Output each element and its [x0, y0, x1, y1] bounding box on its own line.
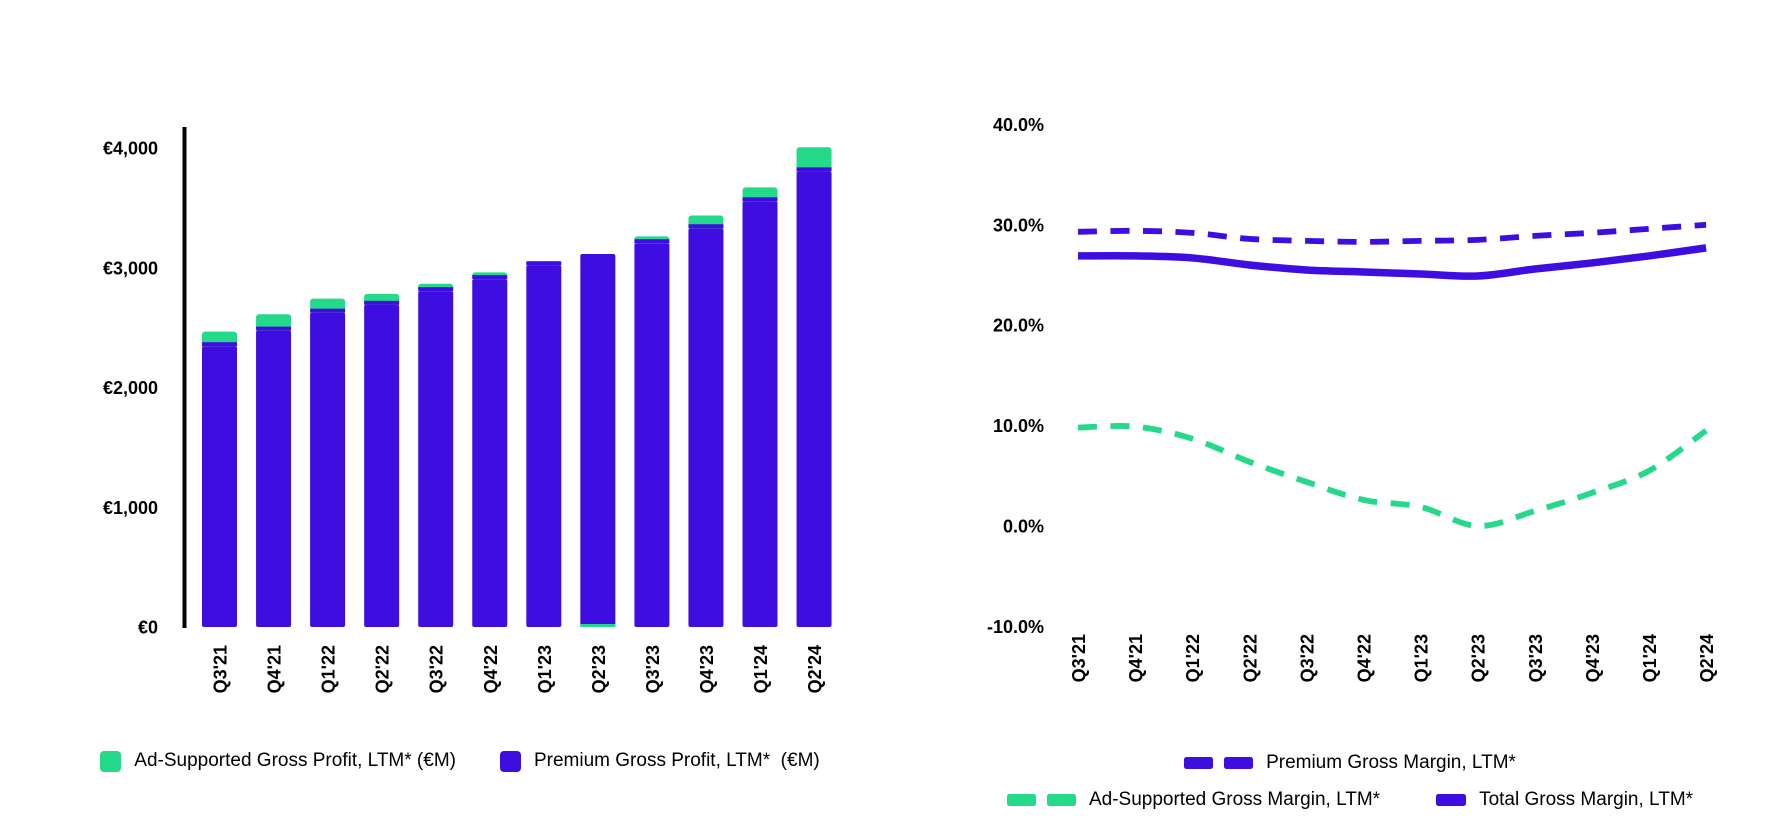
bar-segment-premium: [364, 304, 400, 627]
legend-label-total-gross-margin: Total Gross Margin, LTM*: [1479, 789, 1694, 810]
left-x-tick-label: Q3'22: [427, 645, 447, 693]
left-x-tick-label: Q1'23: [535, 645, 555, 693]
bar-segment-premium: [526, 265, 562, 627]
right-x-tick-label: Q4'21: [1126, 634, 1146, 682]
legend-item-premium-gross-margin: Premium Gross Margin, LTM*: [1184, 751, 1516, 775]
bar-segment-premium-top: [688, 224, 724, 229]
right-x-tick-label: Q1'22: [1183, 634, 1203, 682]
right-x-tick-label: Q4'23: [1583, 634, 1603, 682]
left-x-tick-label: Q1'22: [319, 645, 339, 693]
legend-row-premium-margin: Premium Gross Margin, LTM*: [930, 751, 1770, 775]
bar-segment-premium: [634, 243, 670, 628]
bar-segment-premium-top: [256, 326, 292, 331]
legend-label-ad-supported-gross-margin: Ad-Supported Gross Margin, LTM*: [1088, 789, 1381, 810]
bar-segment-premium: [688, 228, 724, 628]
right-x-tick-label: Q1'23: [1412, 634, 1432, 682]
legend-row-ad-and-total-margin: Ad-Supported Gross Margin, LTM* Total Gr…: [930, 788, 1770, 812]
bar-segment-premium: [742, 201, 778, 627]
legend-label-premium-gross-margin: Premium Gross Margin, LTM*: [1266, 752, 1516, 773]
legend-item-premium-gross-profit: Premium Gross Profit, LTM* (€M): [499, 749, 820, 773]
legend-item-ad-supported-gross-margin: Ad-Supported Gross Margin, LTM*: [1006, 788, 1381, 812]
left-y-tick-label: €1,000: [103, 498, 158, 518]
bar-segment-premium-top: [202, 342, 237, 347]
legend-item-ad-supported-gross-profit: Ad-Supported Gross Profit, LTM* (€M): [100, 749, 456, 773]
left-x-tick-label: Q4'22: [481, 645, 501, 693]
left-x-tick-label: Q2'24: [805, 645, 825, 693]
right-chart-gross-margins: 40.0% 30.0% 20.0% 10.0% 0.0% -10.0% Q3'21 Q4'21…: [987, 115, 1717, 682]
bar-segment-ad-supported: [796, 147, 832, 172]
bar-segment-premium-top: [472, 275, 508, 280]
bar-segment-premium-top: [310, 308, 346, 313]
legend-item-total-gross-margin: Total Gross Margin, LTM*: [1436, 788, 1693, 812]
bar-segment-premium-top: [742, 197, 778, 202]
right-x-tick-label: Q3'22: [1297, 634, 1317, 682]
bar-segment-premium-top: [364, 300, 400, 305]
legend-label-ad-supported-gross-profit: Ad-Supported Gross Profit, LTM* (€M): [134, 750, 456, 771]
bar-segment-premium: [310, 312, 346, 627]
bar-segment-premium-top: [634, 239, 670, 244]
bar-segment-ad-supported: [256, 314, 292, 331]
left-y-tick-label: €3,000: [103, 258, 158, 278]
right-y-tick-label: 10.0%: [993, 416, 1044, 436]
right-y-tick-label: 30.0%: [993, 215, 1044, 235]
bar-segment-premium-top: [796, 167, 832, 172]
bar-segment-premium: [418, 291, 454, 627]
left-y-tick-label: €0: [138, 618, 158, 638]
right-x-tick-label: Q1'24: [1640, 634, 1660, 682]
right-x-tick-label: Q2'24: [1697, 634, 1717, 682]
left-chart-gross-profit: €4,000 €3,000 €2,000 €1,000 €0 Q3'21 Q4'21 Q1'2…: [103, 127, 832, 693]
right-x-tick-label: Q2'23: [1469, 634, 1489, 682]
bar-segment-premium: [256, 330, 292, 627]
right-x-tick-label: Q3'21: [1069, 634, 1089, 682]
left-x-tick-label: Q4'23: [697, 645, 717, 693]
bar-segment-premium: [202, 346, 237, 627]
left-x-tick-label: Q4'21: [265, 645, 285, 693]
right-x-tick-label: Q3'23: [1526, 634, 1546, 682]
line-total-gross-margin-ltm: [1077, 244, 1707, 280]
premium-margin-dashed-swatch-icon: [1184, 757, 1254, 769]
line-premium-gross-margin-ltm: [1077, 221, 1707, 245]
ad-supported-margin-dashed-swatch-icon: [1006, 794, 1076, 806]
left-x-tick-label: Q3'21: [211, 645, 231, 693]
left-y-tick-label: €2,000: [103, 378, 158, 398]
total-margin-solid-swatch-icon: [1436, 794, 1467, 806]
bar-segment-premium: [796, 171, 832, 627]
premium-profit-swatch-icon: [499, 750, 521, 772]
legend-label-premium-gross-profit: Premium Gross Profit, LTM* (€M): [533, 750, 820, 771]
right-y-tick-label: 0.0%: [1003, 517, 1044, 537]
left-x-tick-label: Q1'24: [751, 645, 771, 693]
left-x-tick-label: Q3'23: [643, 645, 663, 693]
right-chart-legend: Premium Gross Margin, LTM* Ad-Supported …: [930, 751, 1770, 812]
left-chart-legend: Ad-Supported Gross Profit, LTM* (€M) Pre…: [60, 749, 860, 773]
bar-segment-premium-top: [526, 261, 562, 266]
ad-supported-profit-swatch-icon: [100, 750, 122, 772]
right-y-tick-label: -10.0%: [987, 617, 1044, 637]
left-x-tick-label: Q2'23: [589, 645, 609, 693]
bar-segment-premium: [472, 279, 508, 627]
line-ad-supported-gross-margin-ltm: [1077, 423, 1708, 529]
bar-segment-ad-supported-negative: [580, 624, 616, 627]
bar-segment-premium-top: [418, 287, 454, 292]
bar-segment-premium: [580, 253, 616, 627]
right-x-tick-label: Q2'22: [1240, 634, 1260, 682]
right-y-tick-label: 40.0%: [993, 115, 1044, 135]
left-y-tick-label: €4,000: [103, 139, 158, 159]
right-x-tick-label: Q4'22: [1355, 634, 1375, 682]
left-x-tick-label: Q2'22: [373, 645, 393, 693]
right-y-tick-label: 20.0%: [993, 316, 1044, 336]
